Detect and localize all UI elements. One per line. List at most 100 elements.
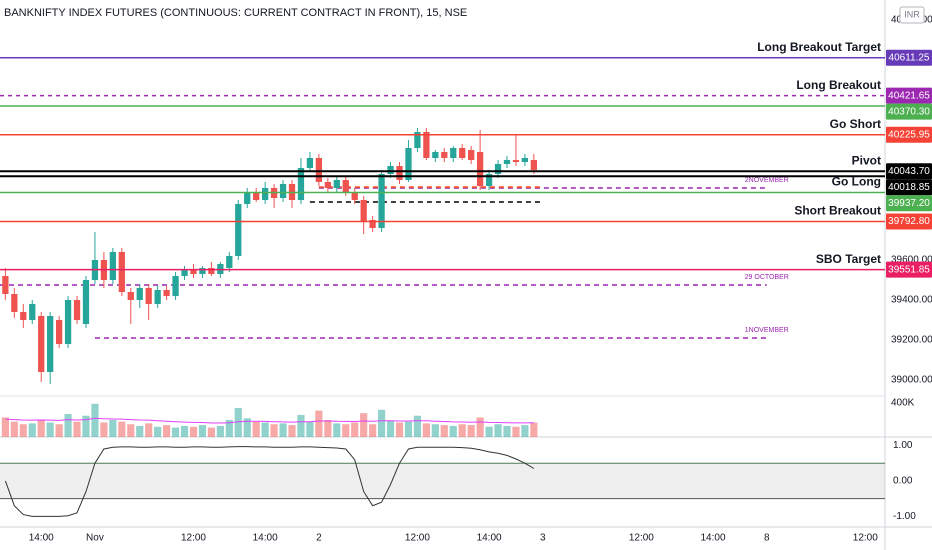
candle-body [29, 304, 36, 320]
volume-bar [100, 422, 108, 437]
candle-body [199, 268, 206, 274]
volume-bar [10, 421, 18, 437]
volume-bar [315, 410, 323, 437]
volume-bar [73, 421, 81, 437]
candle-body [441, 152, 448, 158]
y-tick-label: 39200.00 [891, 335, 932, 346]
volume-bar [243, 418, 251, 437]
volume-bar [449, 425, 457, 437]
x-tick-label: 8 [764, 533, 770, 544]
volume-bar [163, 425, 171, 437]
candle-body [315, 158, 323, 182]
candle-body [190, 270, 197, 274]
candle-body [306, 158, 314, 168]
volume-bar [19, 424, 27, 437]
candle-body [253, 192, 260, 200]
x-tick-label: 12:00 [853, 533, 878, 544]
price-tag-label: 40018.85 [888, 182, 930, 193]
level-label: Long Breakout Target [757, 40, 881, 54]
oscillator-line [4, 446, 535, 517]
level-label: Pivot [852, 153, 881, 167]
y-tick-label: 39000.00 [891, 375, 932, 386]
currency-badge[interactable] [899, 6, 925, 24]
annotation-label: 1NOVEMBER [745, 327, 789, 334]
volume-bar [145, 423, 153, 437]
volume-bar [342, 424, 350, 437]
x-tick-label: 3 [540, 533, 546, 544]
price-tag [886, 103, 932, 120]
volume-bar [198, 425, 207, 437]
volume-bar [378, 409, 386, 437]
candle-body [226, 256, 233, 268]
price-tag-label: 40421.65 [888, 90, 930, 101]
price-tag [886, 126, 932, 143]
candle-body [342, 180, 349, 192]
candle-body [20, 312, 27, 320]
candle-body [333, 180, 340, 188]
candle-body [297, 168, 305, 200]
candle-body [279, 184, 287, 198]
osc-tick-label: 1.00 [893, 440, 913, 451]
level-label: Long Breakout [796, 78, 881, 92]
volume-bar [297, 414, 305, 437]
volume-bar [28, 423, 36, 437]
volume-bar [252, 421, 260, 437]
candle-body [163, 290, 170, 296]
candle-body [47, 316, 54, 372]
volume-bar [270, 424, 278, 437]
volume-bar [91, 403, 99, 437]
volume-ma-line [5, 417, 534, 424]
volume-bar [261, 422, 269, 437]
candle-body [55, 320, 63, 344]
volume-bar [55, 424, 63, 437]
candle-body [503, 160, 511, 164]
x-tick-label: 14:00 [701, 533, 726, 544]
candle-body [73, 300, 81, 320]
volume-bar [1, 417, 9, 437]
candle-body [64, 300, 72, 344]
candle-body [494, 164, 502, 174]
volume-bar [431, 424, 439, 437]
volume-bar [136, 425, 144, 437]
x-tick-label: 2 [316, 533, 322, 544]
volume-bar [154, 426, 162, 437]
candle-body [378, 174, 385, 228]
price-tag [886, 195, 932, 212]
volume-bar [127, 424, 135, 437]
candle-body [432, 152, 439, 158]
osc-tick-label: 0.00 [893, 476, 913, 487]
volume-bar [82, 415, 90, 437]
price-tag [886, 213, 932, 230]
volume-bar [118, 421, 126, 437]
volume-bar [171, 427, 180, 437]
volume-bar [458, 424, 466, 437]
volume-bar [360, 413, 368, 437]
x-tick-label: 12:00 [181, 533, 206, 544]
candle-body [154, 290, 161, 304]
candle-body [145, 288, 152, 304]
volume-bar [467, 425, 475, 437]
candle-body [262, 188, 269, 200]
candle-body [235, 204, 242, 256]
level-label: SBO Target [816, 252, 881, 266]
candle-body [405, 148, 412, 180]
candle-body [208, 268, 215, 274]
candle-body [136, 288, 143, 300]
candle-body [521, 158, 529, 162]
candle-body [82, 280, 90, 324]
candle-body [351, 192, 358, 200]
level-label: Go Short [830, 117, 881, 131]
volume-bar [109, 419, 117, 437]
price-tag-label: 40370.30 [888, 106, 930, 117]
volume-bar [37, 419, 45, 437]
osc-tick-label: -1.00 [893, 511, 916, 522]
volume-bar [288, 425, 296, 437]
candle-body [2, 276, 9, 294]
currency-label: INR [904, 9, 920, 19]
volume-bar [494, 424, 502, 437]
annotation-label: 2NOVEMBER [745, 177, 789, 184]
volume-bar [422, 423, 430, 437]
candle-body [172, 276, 179, 296]
volume-bar [476, 417, 484, 437]
volume-bar [530, 422, 538, 437]
